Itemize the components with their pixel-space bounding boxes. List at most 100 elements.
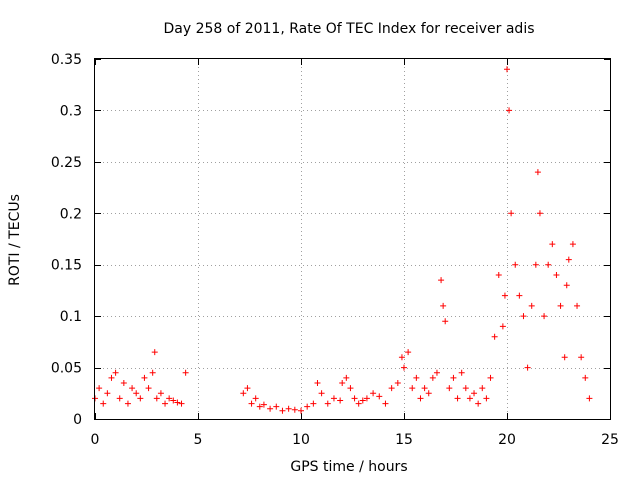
data-point xyxy=(324,400,331,407)
x-axis-label: GPS time / hours xyxy=(290,459,407,475)
data-point xyxy=(413,374,420,381)
data-point xyxy=(553,272,560,278)
data-point xyxy=(582,374,589,381)
data-point xyxy=(256,403,263,410)
y-tick-label: 0.2 xyxy=(60,206,82,222)
data-point xyxy=(458,369,465,376)
data-point xyxy=(557,302,564,309)
data-point xyxy=(330,395,337,402)
data-point xyxy=(499,323,506,330)
data-point xyxy=(388,385,395,392)
y-tick-label: 0.25 xyxy=(51,155,82,171)
data-point xyxy=(273,403,280,410)
data-point xyxy=(440,302,447,309)
x-tick-label: 25 xyxy=(601,432,619,448)
data-point xyxy=(495,272,502,278)
data-point xyxy=(549,241,556,248)
data-point xyxy=(314,380,321,386)
x-tick-label: 0 xyxy=(91,432,100,448)
data-point xyxy=(347,385,354,392)
data-point xyxy=(355,400,362,407)
data-point xyxy=(578,354,585,361)
data-point xyxy=(96,385,103,392)
data-point xyxy=(279,407,286,414)
data-point xyxy=(359,397,366,404)
data-point xyxy=(462,385,469,392)
data-point xyxy=(149,369,156,376)
data-point xyxy=(545,261,552,268)
plot-frame xyxy=(94,58,611,420)
y-tick-label: 0.1 xyxy=(60,309,82,325)
data-point xyxy=(304,403,311,410)
data-point xyxy=(298,407,304,414)
data-point xyxy=(425,390,432,397)
x-tick-labels: 0 5 10 15 20 25 xyxy=(91,432,619,448)
data-point xyxy=(291,406,298,413)
data-point xyxy=(166,395,173,402)
data-point xyxy=(508,210,515,217)
data-point xyxy=(337,397,344,404)
data-point xyxy=(370,390,377,397)
data-point xyxy=(528,302,535,309)
data-point xyxy=(100,400,107,407)
data-point xyxy=(240,390,247,397)
data-point xyxy=(137,395,144,402)
data-point xyxy=(442,318,449,325)
data-point xyxy=(157,390,164,397)
data-point xyxy=(170,397,177,404)
data-point xyxy=(310,400,317,407)
data-point xyxy=(520,313,527,320)
data-point xyxy=(145,385,152,392)
data-point xyxy=(343,374,350,381)
data-point xyxy=(532,261,539,268)
data-point xyxy=(394,380,401,386)
data-point xyxy=(116,395,123,402)
data-point xyxy=(487,374,494,381)
data-point xyxy=(438,277,445,284)
data-point xyxy=(491,333,498,340)
x-tick-label: 15 xyxy=(395,432,413,448)
data-point xyxy=(405,349,412,356)
data-point xyxy=(141,374,148,381)
data-point xyxy=(133,390,140,397)
data-point xyxy=(512,261,519,268)
y-tick-label: 0 xyxy=(73,412,82,428)
data-point xyxy=(506,107,513,114)
data-point xyxy=(565,256,572,263)
chart-title: Day 258 of 2011, Rate Of TEC Index for r… xyxy=(163,21,534,37)
data-point xyxy=(524,364,531,371)
data-point xyxy=(561,354,568,361)
data-point xyxy=(483,395,490,402)
data-point xyxy=(151,349,158,356)
data-point xyxy=(174,399,181,406)
data-point xyxy=(162,400,169,407)
data-point xyxy=(479,385,486,392)
data-point xyxy=(285,405,292,412)
data-point xyxy=(244,385,251,392)
data-point xyxy=(382,400,389,407)
data-point xyxy=(108,374,115,381)
data-point xyxy=(501,292,508,299)
data-point xyxy=(433,369,440,376)
data-point xyxy=(417,395,424,402)
data-point xyxy=(536,210,543,217)
x-tick-label: 20 xyxy=(498,432,516,448)
data-point xyxy=(363,395,370,402)
data-point xyxy=(454,395,461,402)
data-point xyxy=(153,395,160,402)
data-point xyxy=(260,401,267,408)
data-point xyxy=(104,390,111,397)
data-point xyxy=(318,390,325,397)
data-point xyxy=(429,374,436,381)
data-point xyxy=(450,374,457,381)
data-point xyxy=(409,385,416,392)
data-point xyxy=(563,282,570,289)
data-point xyxy=(178,400,185,407)
data-point xyxy=(471,390,478,397)
y-tick-label: 0.15 xyxy=(51,258,82,274)
y-tick-label: 0.05 xyxy=(51,361,82,377)
data-point xyxy=(129,385,136,392)
data-point xyxy=(475,400,482,407)
data-point xyxy=(351,395,358,402)
data-point xyxy=(446,385,453,392)
